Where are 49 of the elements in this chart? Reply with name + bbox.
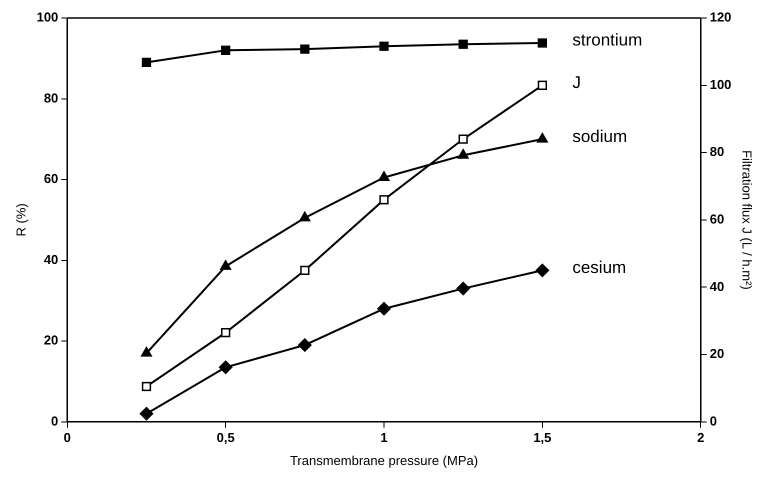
point (299, 212, 310, 222)
point (221, 46, 230, 55)
y2-tick-label: 0 (710, 413, 717, 428)
point (458, 134, 468, 144)
x-tick-label: 2 (697, 430, 704, 446)
point (536, 132, 548, 143)
y2-axis-title: Filtration flux J (L / h.m²) (740, 150, 755, 290)
point (140, 346, 152, 357)
point (218, 360, 232, 374)
point (456, 282, 470, 296)
point (458, 40, 468, 49)
point (142, 382, 152, 392)
x-tick-label: 1 (380, 430, 388, 446)
x-tick-label: 1,5 (533, 430, 552, 446)
y2-tick-label: 40 (710, 278, 724, 294)
y-tick-label: 80 (44, 90, 58, 106)
point (379, 42, 389, 51)
point (140, 406, 154, 420)
y-tick-label: 100 (36, 10, 58, 25)
series-label: strontium (572, 30, 642, 50)
y-tick-label: 40 (44, 252, 58, 267)
y2-tick-label: 120 (710, 10, 732, 25)
point (538, 80, 547, 90)
x-tick-label: 0 (64, 430, 71, 446)
y2-tick-label: 20 (710, 346, 724, 362)
point (379, 195, 389, 204)
y2-tick-label: 100 (710, 76, 732, 92)
x-tick-label: 0,5 (216, 430, 235, 446)
series-label: cesium (572, 258, 626, 278)
series-label: sodium (572, 126, 628, 146)
y-tick-label: 60 (44, 171, 58, 186)
x-axis-title: Transmembrane pressure (MPa) (290, 452, 478, 468)
point (536, 264, 550, 278)
point (300, 266, 310, 276)
point (298, 338, 312, 352)
y-axis-title: R (%) (13, 203, 28, 237)
point (538, 38, 547, 48)
y2-tick-label: 60 (710, 211, 724, 226)
point (300, 44, 310, 54)
point (458, 149, 469, 159)
point (378, 171, 390, 181)
y-tick-label: 0 (51, 413, 58, 428)
y2-tick-label: 80 (710, 144, 724, 160)
point (142, 58, 152, 68)
point (377, 302, 391, 316)
point (221, 328, 230, 338)
y-tick-label: 20 (44, 332, 58, 348)
point (220, 260, 232, 270)
series-label: J (572, 72, 581, 92)
